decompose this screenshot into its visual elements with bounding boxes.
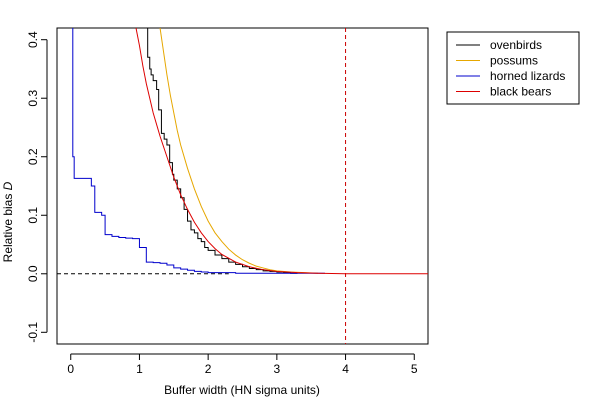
- x-tick-label: 1: [136, 362, 143, 376]
- y-tick-label-group: -0.1: [26, 322, 40, 343]
- y-tick-label-group: 0.4: [26, 31, 40, 48]
- y-tick-label: 0.4: [26, 31, 40, 48]
- x-tick-label: 5: [411, 362, 418, 376]
- y-axis-symbol: D: [1, 181, 15, 190]
- plot-frame: [56, 27, 429, 345]
- y-tick-label: -0.1: [26, 322, 40, 343]
- legend-label-ovenbirds: ovenbirds: [490, 38, 542, 52]
- x-tick-label: 3: [274, 362, 281, 376]
- y-tick-label: 0.1: [26, 207, 40, 224]
- series-line-horned-lizards: [72, 28, 325, 274]
- legend-label-horned-lizards: horned lizards: [490, 69, 565, 83]
- y-tick-label-group: 0.2: [26, 148, 40, 165]
- y-tick-label-group: 0.0: [26, 265, 40, 282]
- y-axis-title: Relative bias: [1, 194, 15, 263]
- series-layer: [72, 28, 428, 275]
- y-tick-label: 0.0: [26, 265, 40, 282]
- x-tick-label: 0: [67, 362, 74, 376]
- y-tick-label: 0.3: [26, 90, 40, 107]
- y-tick-label-group: 0.3: [26, 90, 40, 107]
- x-axis-title: Buffer width (HN sigma units): [164, 383, 320, 397]
- x-tick-label: 2: [205, 362, 212, 376]
- series-line-possums: [159, 28, 319, 274]
- legend-label-possums: possums: [490, 54, 538, 68]
- axes-layer: 0 1 2 3 4 5 -0.1 0.0 0.1 0.2 0.3 0.4: [26, 31, 418, 376]
- legend-label-black-bears: black bears: [490, 85, 551, 99]
- y-axis-title-group: Relative bias D: [1, 181, 15, 262]
- series-line-black-bears: [135, 28, 428, 275]
- y-tick-label-group: 0.1: [26, 207, 40, 224]
- series-line-ovenbirds: [146, 28, 298, 274]
- reference-lines-layer: [57, 28, 347, 344]
- y-tick-label: 0.2: [26, 148, 40, 165]
- plot-frame-layer: [56, 27, 429, 345]
- x-tick-label: 4: [342, 362, 349, 376]
